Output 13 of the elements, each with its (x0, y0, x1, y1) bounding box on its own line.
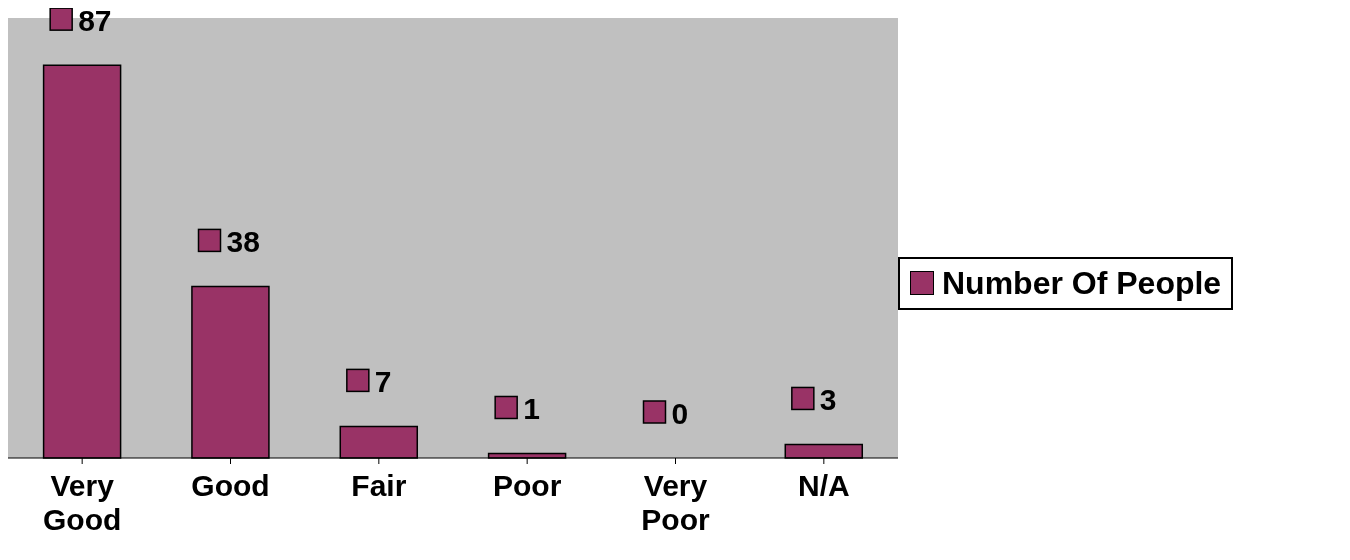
data-label: 3 (819, 383, 837, 417)
x-tick-label: N/A (798, 469, 850, 502)
data-label: 1 (523, 392, 540, 426)
legend-label: Number Of People (942, 264, 1222, 302)
data-label: 7 (374, 365, 392, 399)
x-tick-label: Fair (351, 469, 407, 502)
data-label: 0 (671, 397, 689, 430)
x-tick-label: Very Poor (641, 469, 710, 536)
x-tick-label: Poor (492, 469, 562, 502)
data-label: 38 (226, 225, 260, 259)
data-label: 87 (78, 4, 112, 38)
x-tick-label: Very Good (43, 469, 122, 536)
x-tick-label: Good (191, 469, 270, 502)
